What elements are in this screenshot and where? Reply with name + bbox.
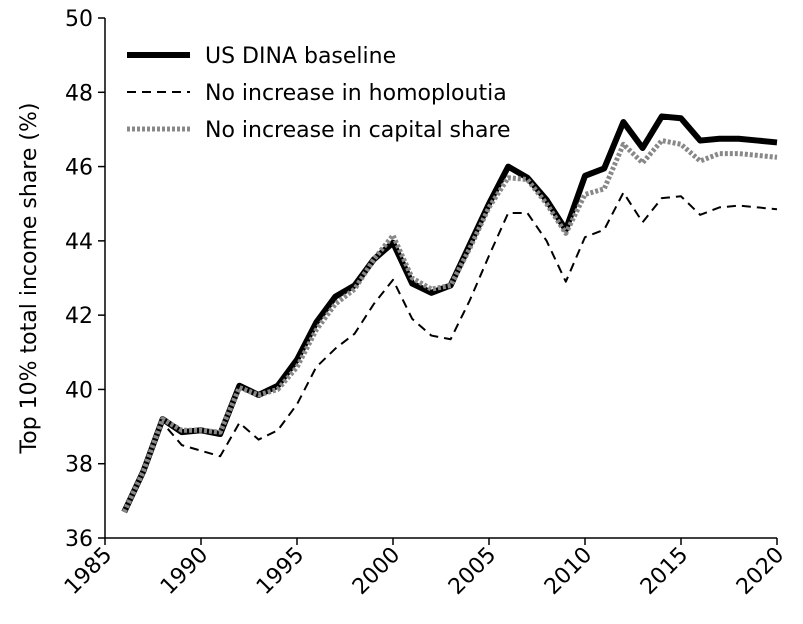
y-tick-label: 38 [65,453,93,478]
legend-label: No increase in capital share [205,118,511,143]
y-tick-label: 50 [65,7,93,32]
x-tick-label: 2000 [348,543,405,600]
series-line [121,138,778,514]
x-tick-label: 2005 [444,543,501,600]
legend-label: No increase in homoploutia [205,81,507,106]
series-line [123,191,778,513]
y-axis-label: Top 10% total income share (%) [17,103,42,455]
y-tick-label: 36 [65,527,93,552]
x-tick-label: 1995 [252,543,309,600]
y-tick-label: 48 [65,81,93,106]
y-tick-label: 44 [65,230,93,255]
x-tick-label: 2010 [540,543,597,600]
x-tick-label: 1990 [156,543,213,600]
x-tick-label: 2015 [636,543,693,600]
series-line [121,113,778,514]
y-tick-label: 42 [65,304,93,329]
legend-label: US DINA baseline [205,44,396,69]
x-tick-label: 2020 [732,543,789,600]
y-tick-label: 40 [65,378,93,403]
y-tick-label: 46 [65,156,93,181]
